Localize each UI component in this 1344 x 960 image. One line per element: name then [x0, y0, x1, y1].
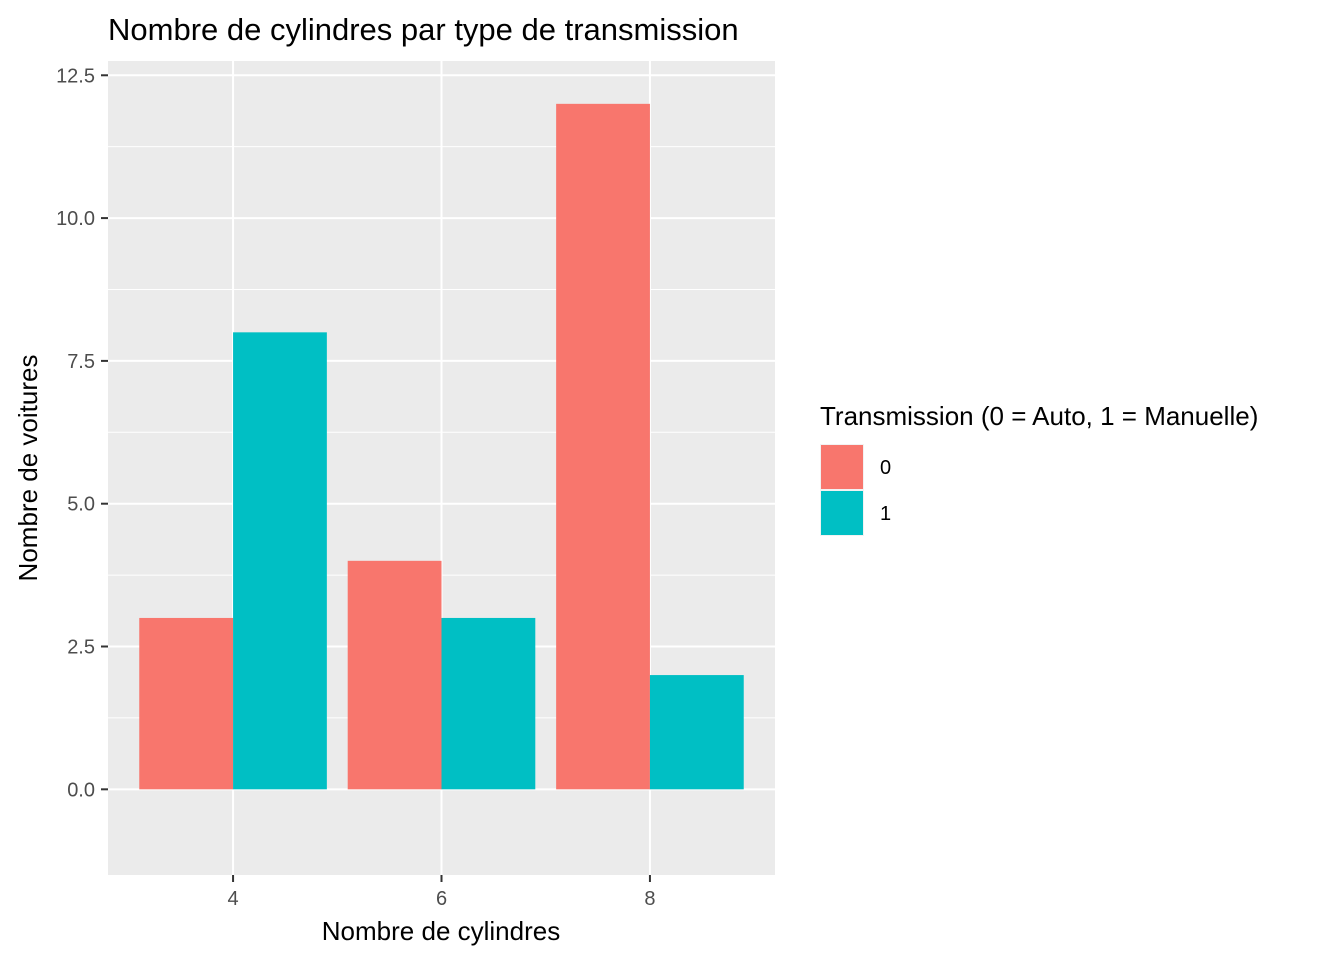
bar-cyl8-transmission-0	[556, 103, 650, 790]
x-tick-label: 4	[228, 888, 239, 910]
chart-title: Nombre de cylindres par type de transmis…	[108, 12, 739, 47]
bar-cyl6-transmission-1	[441, 617, 536, 790]
y-tick-label: 5.0	[67, 494, 95, 516]
x-tick-label: 8	[644, 888, 655, 910]
y-axis-title: Nombre de voitures	[13, 355, 43, 582]
legend-title: Transmission (0 = Auto, 1 = Manuelle)	[820, 401, 1258, 431]
x-axis-ticks: 4 6 8	[228, 875, 656, 910]
legend-key-0	[821, 445, 863, 489]
y-tick-label: 0.0	[67, 779, 95, 801]
y-tick-label: 2.5	[67, 637, 95, 659]
x-axis-title: Nombre de cylindres	[322, 916, 560, 946]
bar-cyl4-transmission-1	[233, 332, 327, 790]
y-tick-label: 10.0	[56, 208, 95, 230]
legend-key-1	[821, 491, 863, 535]
bars	[139, 103, 744, 790]
legend-label-0: 0	[880, 457, 891, 479]
x-tick-label: 6	[436, 888, 447, 910]
bar-cyl6-transmission-0	[347, 560, 442, 790]
bar-cyl4-transmission-0	[139, 617, 234, 790]
y-tick-label: 12.5	[56, 65, 95, 87]
legend-label-1: 1	[880, 503, 891, 525]
legend: Transmission (0 = Auto, 1 = Manuelle) 0 1	[820, 401, 1258, 536]
bar-cyl8-transmission-1	[649, 675, 744, 790]
y-axis-ticks: 0.0 2.5 5.0 7.5 10.0 12.5	[56, 65, 108, 801]
y-tick-label: 7.5	[67, 351, 95, 373]
